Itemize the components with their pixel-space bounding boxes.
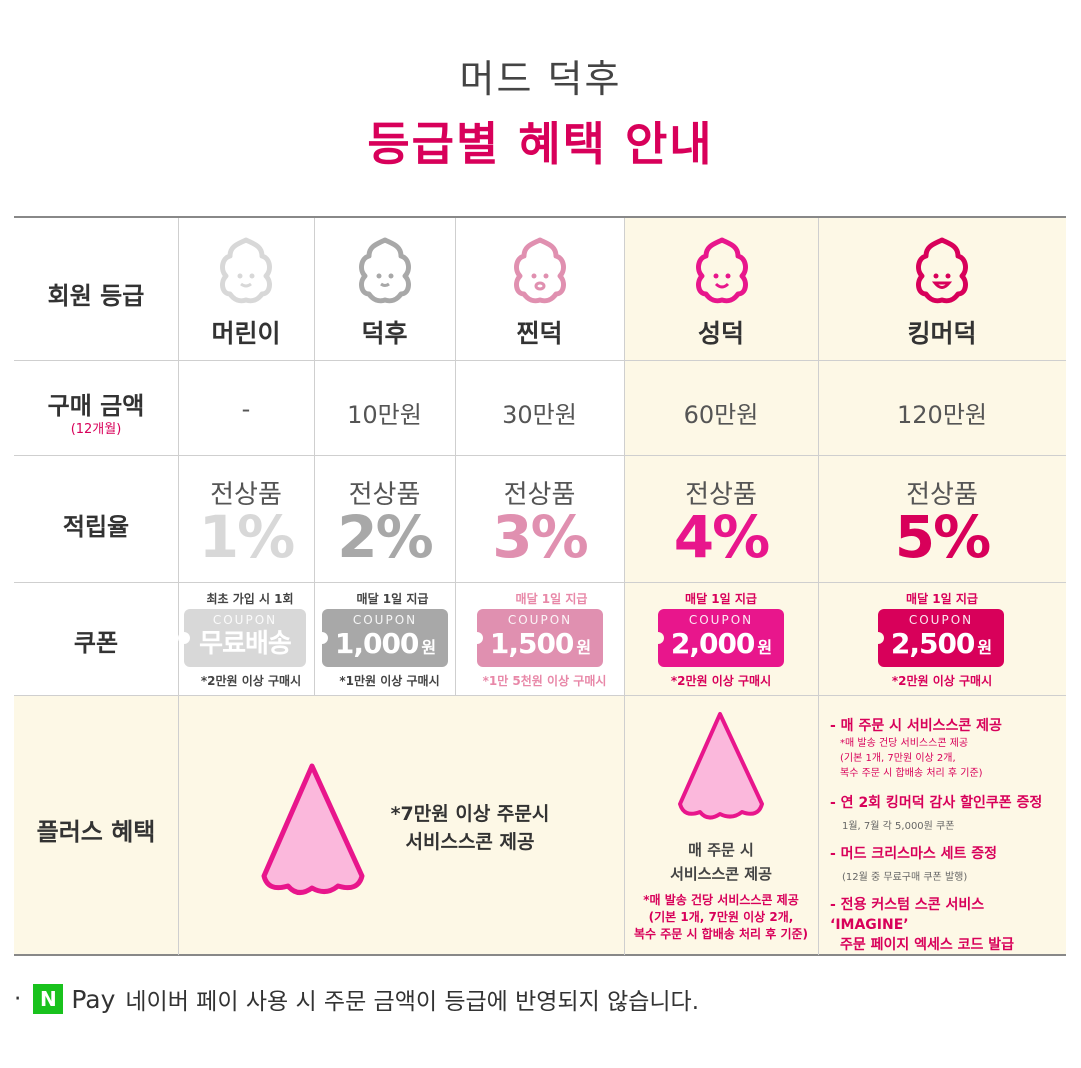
naver-pay-label: Pay (71, 984, 116, 1014)
row-divider (14, 582, 1066, 583)
purchase-amount: 60만원 (683, 401, 759, 429)
premium-background (624, 218, 1066, 955)
coupon-value: 1,000 원 (334, 627, 436, 660)
grade-name: 머린이 (211, 319, 281, 348)
purchase-amount: 120만원 (897, 401, 987, 429)
plus-king-benefits: - 매 주문 시 서비스스콘 제공 *매 발송 건당 서비스스콘 제공 (기본 … (830, 716, 1060, 955)
purchase-amount: 10만원 (347, 401, 422, 429)
benefit-item: - 전용 커스텀 스콘 서비스 ‘IMAGINE’ (830, 897, 985, 933)
purchase-amount: - (241, 395, 251, 423)
reward-label: 전상품 (503, 480, 576, 510)
reward-rate: 3% (492, 503, 588, 571)
row-divider (14, 695, 1066, 696)
col-divider (314, 218, 315, 696)
coupon-condition: 매달 1일 지급 (356, 592, 429, 606)
coupon-min-purchase: *2만원 이상 구매시 (200, 674, 302, 688)
row-label-plus: 플러스 혜택 (36, 818, 156, 846)
footer-text: 네이버 페이 사용 시 주문 금액이 등급에 반영되지 않습니다. (125, 989, 700, 1015)
row-label-purchase: 구매 금액 (47, 392, 145, 420)
coupon-min-purchase: *1만원 이상 구매시 (339, 674, 440, 688)
benefit-item: - 머드 크리스마스 세트 증정 (830, 846, 997, 862)
col-divider (455, 218, 456, 696)
mascot-grade-5-icon (916, 237, 968, 304)
grade-name: 성덕 (697, 319, 744, 348)
reward-rate: 2% (337, 503, 433, 571)
coupon-value: 2,500 원 (890, 627, 992, 660)
benefit-note: 1월, 7월 각 5,000원 쿠폰 (842, 821, 955, 832)
coupon-word: COUPON (908, 613, 974, 627)
benefit-item: - 연 2회 킹머덕 감사 할인쿠폰 증정 (830, 795, 1043, 811)
reward-label: 전상품 (685, 480, 757, 510)
coupon-notch (652, 632, 664, 644)
coupon-word: COUPON (688, 613, 754, 627)
col-divider (818, 218, 819, 955)
benefit-item: - 매 주문 시 서비스스콘 제공 (830, 718, 1002, 734)
coupon-min-purchase: *2만원 이상 구매시 (670, 674, 772, 688)
reward-rate: 1% (198, 503, 295, 571)
page-title: 등급별 혜택 안내 (367, 117, 714, 171)
reward-rate: 4% (673, 503, 770, 571)
coupon-value: 2,000 원 (670, 627, 772, 660)
purchase-amount: 30만원 (502, 401, 577, 429)
row-label-reward: 적립율 (62, 513, 130, 541)
coupon-notch (316, 632, 328, 644)
coupon-notch (471, 632, 483, 644)
footer-note: · N Pay 네이버 페이 사용 시 주문 금액이 등급에 반영되지 않습니다… (14, 982, 699, 1016)
benefit-note: 복수 주문 시 합배송 처리 후 기준) (840, 768, 983, 779)
coupon-word: COUPON (212, 613, 278, 627)
coupon-min-purchase: *1만 5천원 이상 구매시 (482, 674, 607, 688)
naver-n-icon: N (33, 984, 64, 1014)
scone-small-icon (678, 712, 764, 820)
coupon-value: 무료배송 (199, 629, 292, 659)
plus-low-tier: *7만원 이상 주문시 서비스스콘 제공 (390, 803, 550, 853)
coupon-condition: 최초 가입 시 1회 (206, 592, 294, 606)
row-label-purchase-sub: (12개월) (70, 422, 122, 437)
grade-table (14, 216, 1066, 956)
reward-label: 전상품 (210, 480, 282, 510)
coupon-condition: 매달 1일 지급 (906, 592, 978, 606)
benefit-note: (기본 1개, 7만원 이상 2개, (840, 753, 956, 764)
plus-mid-tier: 매 주문 시 서비스스콘 제공 *매 발송 건당 서비스스콘 제공 (기본 1개… (633, 841, 809, 941)
coupon-notch (872, 632, 884, 644)
row-divider (14, 360, 1066, 361)
benefit-note: (12월 중 무료구매 쿠폰 발행) (842, 872, 968, 883)
coupon-condition: 매달 1일 지급 (515, 592, 588, 606)
grade-name: 덕후 (361, 319, 408, 348)
reward-rate: 5% (894, 503, 991, 571)
grade-name: 킹머덕 (907, 319, 977, 348)
coupon-card-4: COUPON 2,000 원 (652, 609, 784, 667)
coupon-notch (178, 632, 190, 644)
coupon-card-3: COUPON 1,500 원 (471, 609, 603, 667)
coupon-card-5: COUPON 2,500 원 (872, 609, 1004, 667)
coupon-card-1: COUPON 무료배송 (178, 609, 306, 667)
mascot-grade-4-icon (696, 237, 748, 304)
row-label-coupon: 쿠폰 (73, 629, 119, 657)
reward-label: 전상품 (348, 480, 421, 510)
benefit-item: 주문 페이지 엑세스 코드 발급 (840, 937, 1015, 953)
coupon-word: COUPON (352, 613, 418, 627)
benefit-note: *매 발송 건당 서비스스콘 제공 (840, 738, 969, 749)
coupon-card-2: COUPON 1,000 원 (316, 609, 448, 667)
coupon-condition: 매달 1일 지급 (685, 592, 757, 606)
col-divider (624, 218, 625, 955)
mascot-grade-1-icon (220, 237, 272, 304)
mascot-grade-3-icon (514, 237, 566, 304)
page-subtitle: 머드 덕후 (459, 57, 622, 101)
grade-name: 찐덕 (516, 319, 563, 348)
bullet: · (14, 986, 22, 1012)
reward-label: 전상품 (906, 480, 978, 510)
coupon-word: COUPON (507, 613, 573, 627)
col-divider (178, 218, 179, 955)
coupon-min-purchase: *2만원 이상 구매시 (891, 674, 993, 688)
row-divider (14, 455, 1066, 456)
mascot-grade-2-icon (359, 237, 411, 304)
row-label-grade: 회원 등급 (47, 282, 145, 310)
coupon-value: 1,500 원 (489, 627, 591, 660)
scone-large-icon (261, 763, 365, 895)
